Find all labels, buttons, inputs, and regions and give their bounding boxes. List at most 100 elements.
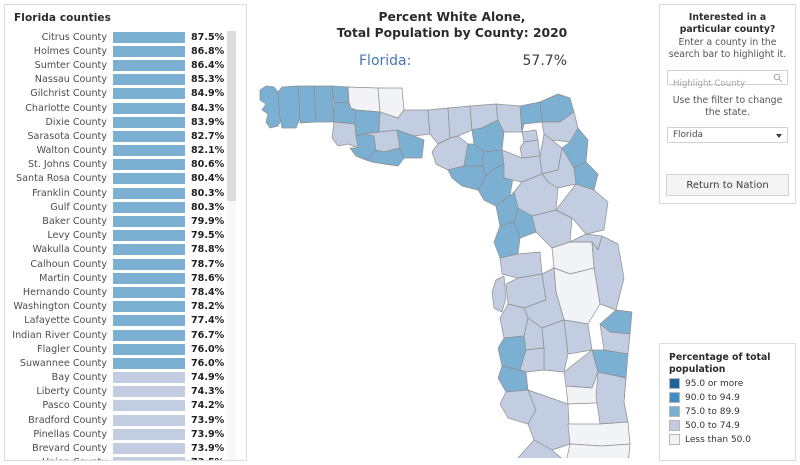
county-row-bar-track: [113, 187, 185, 199]
county-holmes[interactable]: [331, 85, 350, 104]
county-highlands[interactable]: [541, 319, 569, 373]
county-jefferson[interactable]: [427, 107, 451, 145]
county-row-value: 74.2%: [191, 400, 225, 412]
county-jackson[interactable]: [347, 86, 381, 113]
county-row-label: Baker County: [42, 216, 107, 228]
county-row[interactable]: Pasco County 74.2%: [5, 399, 246, 413]
county-franklin[interactable]: [365, 147, 405, 167]
county-pinellas[interactable]: [491, 275, 507, 313]
county-hernando[interactable]: [493, 221, 521, 259]
county-row-bar: [113, 173, 185, 185]
county-row-bar-track: [113, 414, 185, 426]
county-row-label: St. Johns County: [27, 159, 107, 171]
county-wakulla[interactable]: [396, 129, 425, 159]
county-lake[interactable]: [531, 209, 573, 249]
card-heading: Interested in a particular county?: [679, 12, 776, 35]
county-glades[interactable]: [563, 349, 599, 389]
county-row-label: Nassau County: [34, 74, 107, 86]
county-row[interactable]: Gilchrist County 84.9%: [5, 87, 246, 101]
county-row[interactable]: Nassau County 85.3%: [5, 73, 246, 87]
county-row-bar: [113, 343, 185, 355]
county-row[interactable]: Sarasota County 82.7%: [5, 129, 246, 143]
county-row[interactable]: Santa Rosa County 80.4%: [5, 172, 246, 186]
county-list-scrollbar-thumb[interactable]: [227, 31, 236, 201]
county-row-label: Indian River County: [12, 329, 107, 341]
county-monroe[interactable]: [517, 439, 582, 458]
county-row[interactable]: Baker County 79.9%: [5, 214, 246, 228]
county-row-bar: [113, 357, 185, 369]
county-row[interactable]: St. Johns County 80.6%: [5, 158, 246, 172]
county-row-bar: [113, 145, 185, 157]
county-bradford[interactable]: [519, 139, 541, 159]
county-row-bar-track: [113, 372, 185, 384]
county-flagler[interactable]: [573, 161, 599, 191]
county-row[interactable]: Flagler County 76.0%: [5, 342, 246, 356]
county-row[interactable]: Hernando County 78.4%: [5, 285, 246, 299]
county-list-viewport[interactable]: Citrus County 87.5% Holmes County 86.8% Sumt…: [5, 30, 246, 460]
county-desoto[interactable]: [519, 347, 545, 373]
county-row[interactable]: Franklin County 80.3%: [5, 186, 246, 200]
county-row[interactable]: Brevard County 73.9%: [5, 441, 246, 455]
county-row-label: Walton County: [36, 145, 107, 157]
county-row-value: 78.8%: [191, 244, 225, 256]
county-manatee[interactable]: [499, 303, 529, 339]
county-row[interactable]: Holmes County 86.8%: [5, 44, 246, 58]
county-row[interactable]: Levy County 79.5%: [5, 229, 246, 243]
card-subtext: Enter a county in the search bar to high…: [668, 37, 787, 60]
county-row-label: Union County: [9, 457, 113, 460]
legend-item: 90.0 to 94.9: [669, 392, 787, 403]
county-row-bar-track: [113, 130, 185, 142]
county-row[interactable]: Bradford County 73.9%: [5, 413, 246, 427]
county-sumter[interactable]: [513, 207, 537, 239]
search-input[interactable]: [668, 77, 787, 91]
county-row-label: Charlotte County: [25, 102, 107, 114]
county-row[interactable]: Suwannee County 76.0%: [5, 356, 246, 370]
state-filter-select[interactable]: Florida: [667, 127, 788, 143]
county-row[interactable]: Pinellas County 73.9%: [5, 427, 246, 441]
county-okeechobee[interactable]: [563, 319, 593, 355]
county-santa-rosa[interactable]: [277, 85, 301, 129]
county-row[interactable]: Indian River County 76.7%: [5, 328, 246, 342]
county-row-bar: [113, 31, 185, 43]
county-row-bar-track: [113, 428, 185, 440]
county-columbia[interactable]: [495, 103, 523, 133]
county-row[interactable]: Citrus County 87.5%: [5, 30, 246, 44]
county-okaloosa[interactable]: [297, 85, 317, 124]
county-st-lucie[interactable]: [599, 323, 631, 355]
return-to-nation-button[interactable]: Return to Nation: [666, 174, 789, 196]
florida-choropleth-map[interactable]: [252, 78, 652, 458]
county-row-bar: [113, 400, 185, 412]
county-row-bar: [113, 159, 185, 171]
county-row-bar-track: [113, 59, 185, 71]
county-orange[interactable]: [551, 241, 595, 275]
county-row-value: 84.9%: [191, 88, 225, 100]
county-row[interactable]: Charlotte County 84.3%: [5, 101, 246, 115]
county-row[interactable]: Washington County 78.2%: [5, 300, 246, 314]
county-row[interactable]: Liberty County 74.3%: [5, 385, 246, 399]
county-row[interactable]: Calhoun County 78.7%: [5, 257, 246, 271]
county-list-scrollbar-track[interactable]: [227, 31, 236, 460]
county-row[interactable]: Lafayette County 77.4%: [5, 314, 246, 328]
county-row-bar: [113, 372, 185, 384]
county-row[interactable]: Bay County 74.9%: [5, 371, 246, 385]
county-row[interactable]: Martin County 78.6%: [5, 271, 246, 285]
county-row[interactable]: Wakulla County 78.8%: [5, 243, 246, 257]
county-volusia[interactable]: [555, 183, 609, 235]
county-row[interactable]: Walton County 82.1%: [5, 144, 246, 158]
county-escambia[interactable]: [259, 85, 283, 129]
florida-map-svg[interactable]: [252, 78, 652, 458]
county-row[interactable]: Sumter County 86.4%: [5, 58, 246, 72]
county-madison[interactable]: [447, 105, 473, 139]
highlight-county-search[interactable]: [667, 70, 788, 91]
county-walton[interactable]: [313, 85, 335, 123]
county-palm-beach[interactable]: [595, 371, 629, 425]
county-row[interactable]: Dixie County 83.9%: [5, 115, 246, 129]
county-row[interactable]: Gulf County 80.3%: [5, 200, 246, 214]
county-miami-dade[interactable]: [566, 443, 631, 458]
county-broward[interactable]: [567, 421, 631, 447]
county-row[interactable]: Union County 73.5%: [5, 456, 246, 460]
county-row-bar-track: [113, 386, 185, 398]
county-baker[interactable]: [519, 101, 543, 133]
county-row-value: 83.9%: [191, 116, 225, 128]
